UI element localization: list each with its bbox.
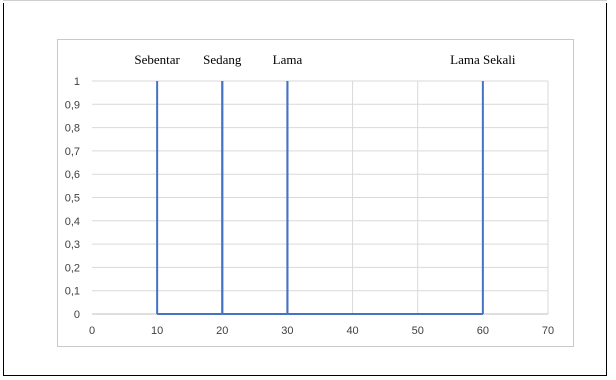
figure-frame	[3, 3, 607, 376]
y-tick-label: 0,3	[65, 239, 80, 251]
set-label-lama: Lama	[273, 52, 303, 67]
set-label-sebentar: Sebentar	[134, 52, 180, 67]
set-label-lama-sekali: Lama Sekali	[450, 52, 516, 67]
y-tick-label: 0,7	[65, 146, 80, 158]
x-tick-label: 30	[281, 325, 293, 337]
x-tick-label: 60	[477, 325, 489, 337]
chart-area	[57, 39, 574, 347]
tick-labels: 00,10,20,30,40,50,60,70,80,910 10 20 30 40 50…	[65, 76, 554, 337]
set-labels: Sebentar Sedang Lama Lama Sekali	[134, 52, 516, 67]
x-tick-label: 70	[542, 325, 554, 337]
x-tick-label: 10	[151, 325, 163, 337]
y-tick-label: 0,4	[65, 216, 80, 228]
set-label-sedang: Sedang	[203, 52, 242, 67]
x-tick-label: 40	[346, 325, 358, 337]
gridlines	[92, 80, 549, 314]
y-tick-label: 1	[74, 76, 80, 88]
y-tick-label: 0,5	[65, 193, 80, 205]
y-tick-label: 0,6	[65, 169, 80, 181]
y-tick-label: 0,2	[65, 262, 80, 274]
y-tick-label: 0,1	[65, 286, 80, 298]
x-tick-label: 0	[89, 325, 95, 337]
membership-chart: 00,10,20,30,40,50,60,70,80,910 10 20 30 40 50…	[65, 52, 554, 337]
y-tick-label: 0,8	[65, 123, 80, 135]
y-tick-label: 0	[74, 309, 80, 321]
top-rule	[3, 0, 607, 1]
x-tick-label: 20	[216, 325, 228, 337]
series-layer	[156, 81, 484, 315]
x-tick-label: 50	[412, 325, 424, 337]
y-tick-label: 0,9	[65, 99, 80, 111]
